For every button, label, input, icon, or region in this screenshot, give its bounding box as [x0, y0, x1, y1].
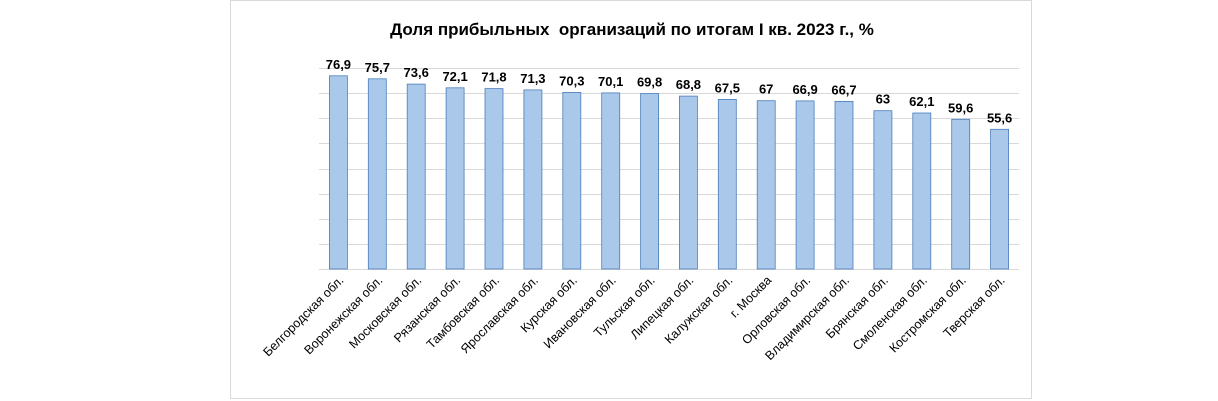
data-label: 71,3: [520, 71, 545, 86]
data-label: 59,6: [948, 100, 973, 115]
x-tick-label: Тамбовская обл.: [424, 273, 502, 351]
bar-chart: Доля прибыльных организаций по итогам I …: [260, 20, 1019, 363]
x-tick-label: Рязанская обл.: [391, 273, 463, 345]
bar: [484, 88, 504, 270]
data-label: 75,7: [365, 60, 390, 75]
data-label: 70,1: [598, 74, 623, 89]
data-label: 73,6: [404, 65, 429, 80]
data-label: 66,9: [792, 82, 817, 97]
bar: [406, 83, 426, 270]
data-labels: 76,9 75,7 73,6 72,1 71,8 71,3 70,3 70,1 69,8 68,8…: [326, 57, 1013, 126]
data-label: 69,8: [637, 75, 662, 90]
data-label: 72,1: [442, 69, 467, 84]
bar: [951, 118, 971, 270]
data-label: 63: [876, 92, 890, 107]
bar: [795, 100, 815, 270]
x-tick-label: Московская обл.: [346, 273, 424, 351]
data-label: 67,5: [715, 80, 740, 95]
data-label: 68,8: [676, 77, 701, 92]
bar: [717, 99, 737, 270]
x-tick-label: Калужская обл.: [662, 273, 735, 346]
bars: [329, 75, 1009, 270]
bar: [990, 128, 1009, 270]
x-tick-label: Ивановская обл.: [541, 273, 619, 351]
data-label: 71,8: [481, 70, 506, 85]
bar: [834, 101, 854, 270]
data-label: 62,1: [909, 94, 934, 109]
bar: [367, 78, 387, 270]
data-label: 70,3: [559, 73, 584, 88]
gridlines: [319, 68, 1019, 270]
bar: [445, 87, 465, 270]
data-label: 67: [759, 82, 773, 97]
bar: [562, 92, 582, 270]
data-label: 55,6: [987, 110, 1012, 125]
x-tick-label: Орловская обл.: [739, 273, 813, 347]
x-tick-labels: Белгородская обл.Воронежская обл.Московс…: [260, 273, 1007, 363]
bar: [601, 92, 621, 270]
bar: [523, 89, 543, 270]
bar: [873, 110, 893, 270]
bar: [329, 75, 348, 270]
data-label: 76,9: [326, 57, 351, 72]
chart-title: Доля прибыльных организаций по итогам I …: [390, 20, 874, 39]
bar: [678, 95, 698, 270]
bar: [640, 93, 660, 270]
bar: [912, 112, 932, 270]
data-label: 66,7: [831, 82, 856, 97]
bar: [756, 100, 776, 270]
chart-frame: Доля прибыльных организаций по итогам I …: [230, 0, 1032, 399]
